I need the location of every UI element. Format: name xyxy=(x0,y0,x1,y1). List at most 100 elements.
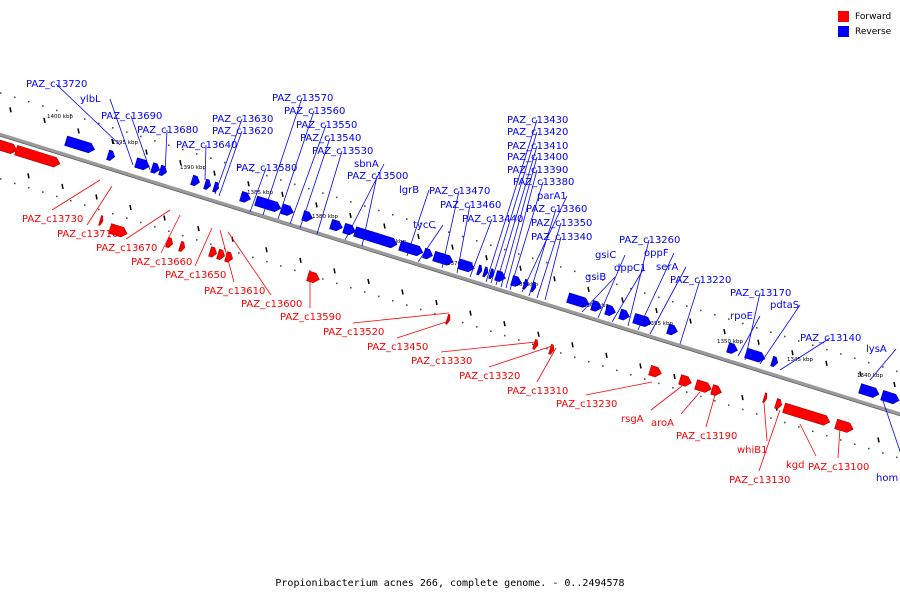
scale-label: 1340 kbp xyxy=(857,373,883,379)
reverse-gene-label: PAZ_c13440 xyxy=(462,214,523,225)
guide-dot-lower xyxy=(364,291,366,293)
guide-dot-lower xyxy=(98,208,100,211)
forward-gene-label-leader xyxy=(160,214,181,254)
reverse-gene-arrow-shape xyxy=(618,308,630,321)
reverse-gene-label-leader xyxy=(277,110,315,220)
reverse-gene-label: PAZ_c13260 xyxy=(619,235,680,246)
forward-gene-arrow-shape xyxy=(548,343,555,355)
guide-dot-upper xyxy=(602,279,604,281)
guide-dot-lower xyxy=(126,217,128,219)
guide-dot-upper xyxy=(518,253,520,255)
reverse-gene-arrow-shape xyxy=(203,178,212,190)
reverse-gene-label-leader xyxy=(490,131,538,284)
guide-dot-lower xyxy=(462,321,464,324)
guide-dot-lower xyxy=(742,408,744,411)
genome-backbone xyxy=(0,132,900,416)
scale-tick xyxy=(723,328,726,335)
forward-gene-label: PAZ_c13590 xyxy=(280,312,341,323)
guide-dot-lower xyxy=(658,382,660,385)
forward-gene-label: PAZ_c13310 xyxy=(507,386,568,397)
forward-gene-label: PAZ_c13190 xyxy=(676,431,737,442)
guide-dot-upper xyxy=(0,92,2,94)
guide-dot-upper xyxy=(686,305,688,307)
guide-dot-upper xyxy=(644,292,646,294)
forward-gene-label: PAZ_c13330 xyxy=(411,356,472,367)
reverse-gene-label-leader xyxy=(536,222,562,299)
reverse-gene-label: PAZ_c13500 xyxy=(347,171,408,182)
reverse-gene-label: PAZ_c13550 xyxy=(296,120,357,131)
forward-gene-arrow-shape xyxy=(216,248,225,261)
forward-gene-arrow xyxy=(108,223,128,238)
reverse-gene-label: PAZ_c13580 xyxy=(236,163,297,174)
guide-dot-lower xyxy=(546,347,548,350)
forward-gene-label-leader xyxy=(799,423,817,457)
guide-dot-upper xyxy=(28,100,30,103)
guide-dot-lower xyxy=(182,234,184,237)
reverse-gene-arrow-shape xyxy=(744,347,766,363)
guide-dot-upper xyxy=(882,366,884,368)
scale-tick xyxy=(95,194,98,200)
label-leader-lines xyxy=(51,83,900,472)
reverse-gene-label-leader xyxy=(55,83,121,146)
reverse-gene-label: PAZ_c13720 xyxy=(26,79,87,90)
forward-gene-label: PAZ_c13610 xyxy=(204,286,265,297)
forward-gene-label-leader xyxy=(219,229,235,283)
guide-dot-lower xyxy=(616,369,618,372)
forward-gene-label: PAZ_c13130 xyxy=(729,475,790,486)
guide-dot-lower xyxy=(322,278,324,280)
reverse-gene-label-leader xyxy=(344,163,385,241)
scale-tick xyxy=(571,342,574,348)
reverse-gene-arrow xyxy=(618,308,630,321)
reverse-gene-label-leader xyxy=(649,266,687,335)
reverse-gene-arrow xyxy=(301,210,313,222)
forward-gene-label: PAZ_c13320 xyxy=(459,371,520,382)
forward-gene-arrow xyxy=(224,251,233,263)
guide-dot-upper xyxy=(784,335,786,338)
guide-dot-lower xyxy=(714,400,716,402)
guide-dot-upper xyxy=(308,187,310,190)
guide-dot-lower xyxy=(770,417,772,420)
guide-dot-upper xyxy=(448,231,450,233)
guide-dot-upper xyxy=(196,153,198,155)
guide-dot-upper xyxy=(854,357,856,360)
scale-label: 1345 kbp xyxy=(787,357,813,363)
guide-dot-lower xyxy=(700,395,702,398)
guide-dot-upper xyxy=(560,266,562,268)
reverse-gene-arrow-shape xyxy=(64,135,95,154)
guide-dot-upper xyxy=(420,222,422,225)
guide-dot-upper xyxy=(826,348,828,351)
forward-gene-arrow-shape xyxy=(532,339,539,350)
reverse-gene-arrow-shape xyxy=(239,190,251,203)
reverse-gene-label-leader xyxy=(485,119,538,283)
reverse-gene-label: dppC1 xyxy=(614,263,646,274)
reverse-gene-label-leader xyxy=(109,98,134,166)
scale-label: 1350 kbp xyxy=(717,339,743,345)
guide-dot-lower xyxy=(840,439,842,441)
reverse-gene-label: lysA xyxy=(866,344,887,355)
reverse-gene-label-leader xyxy=(597,254,626,319)
scale-tick xyxy=(315,202,318,208)
guide-dot-lower xyxy=(826,434,828,437)
scale-label: 1355 kbp xyxy=(647,321,673,327)
scale-tick xyxy=(367,278,370,285)
guide-dot-upper xyxy=(770,331,772,334)
legend-item-forward: Forward xyxy=(838,9,891,24)
guide-dot-upper xyxy=(574,270,576,273)
guide-dot-upper xyxy=(798,340,800,342)
forward-gene-label-leader xyxy=(125,209,171,240)
reverse-gene-label: hom xyxy=(876,473,898,484)
guide-dot-lower xyxy=(686,391,688,393)
reverse-gene-label: lgrB xyxy=(399,185,419,196)
scale-tick xyxy=(639,363,642,369)
forward-gene-label: PAZ_c13230 xyxy=(556,399,617,410)
reverse-gene-label: PAZ_c13430 xyxy=(507,115,568,126)
forward-gene-label-leader xyxy=(227,231,272,296)
reverse-gene-label-leader xyxy=(881,397,900,453)
forward-gene-arrow xyxy=(548,343,555,355)
reverse-gene-arrow-shape xyxy=(880,390,900,405)
forward-gene-arrow xyxy=(834,418,854,433)
guide-dot-lower xyxy=(560,352,562,354)
reverse-gene-label-leader xyxy=(361,175,378,247)
reverse-gene-label-leader xyxy=(679,279,701,345)
scale-tick xyxy=(469,310,472,316)
